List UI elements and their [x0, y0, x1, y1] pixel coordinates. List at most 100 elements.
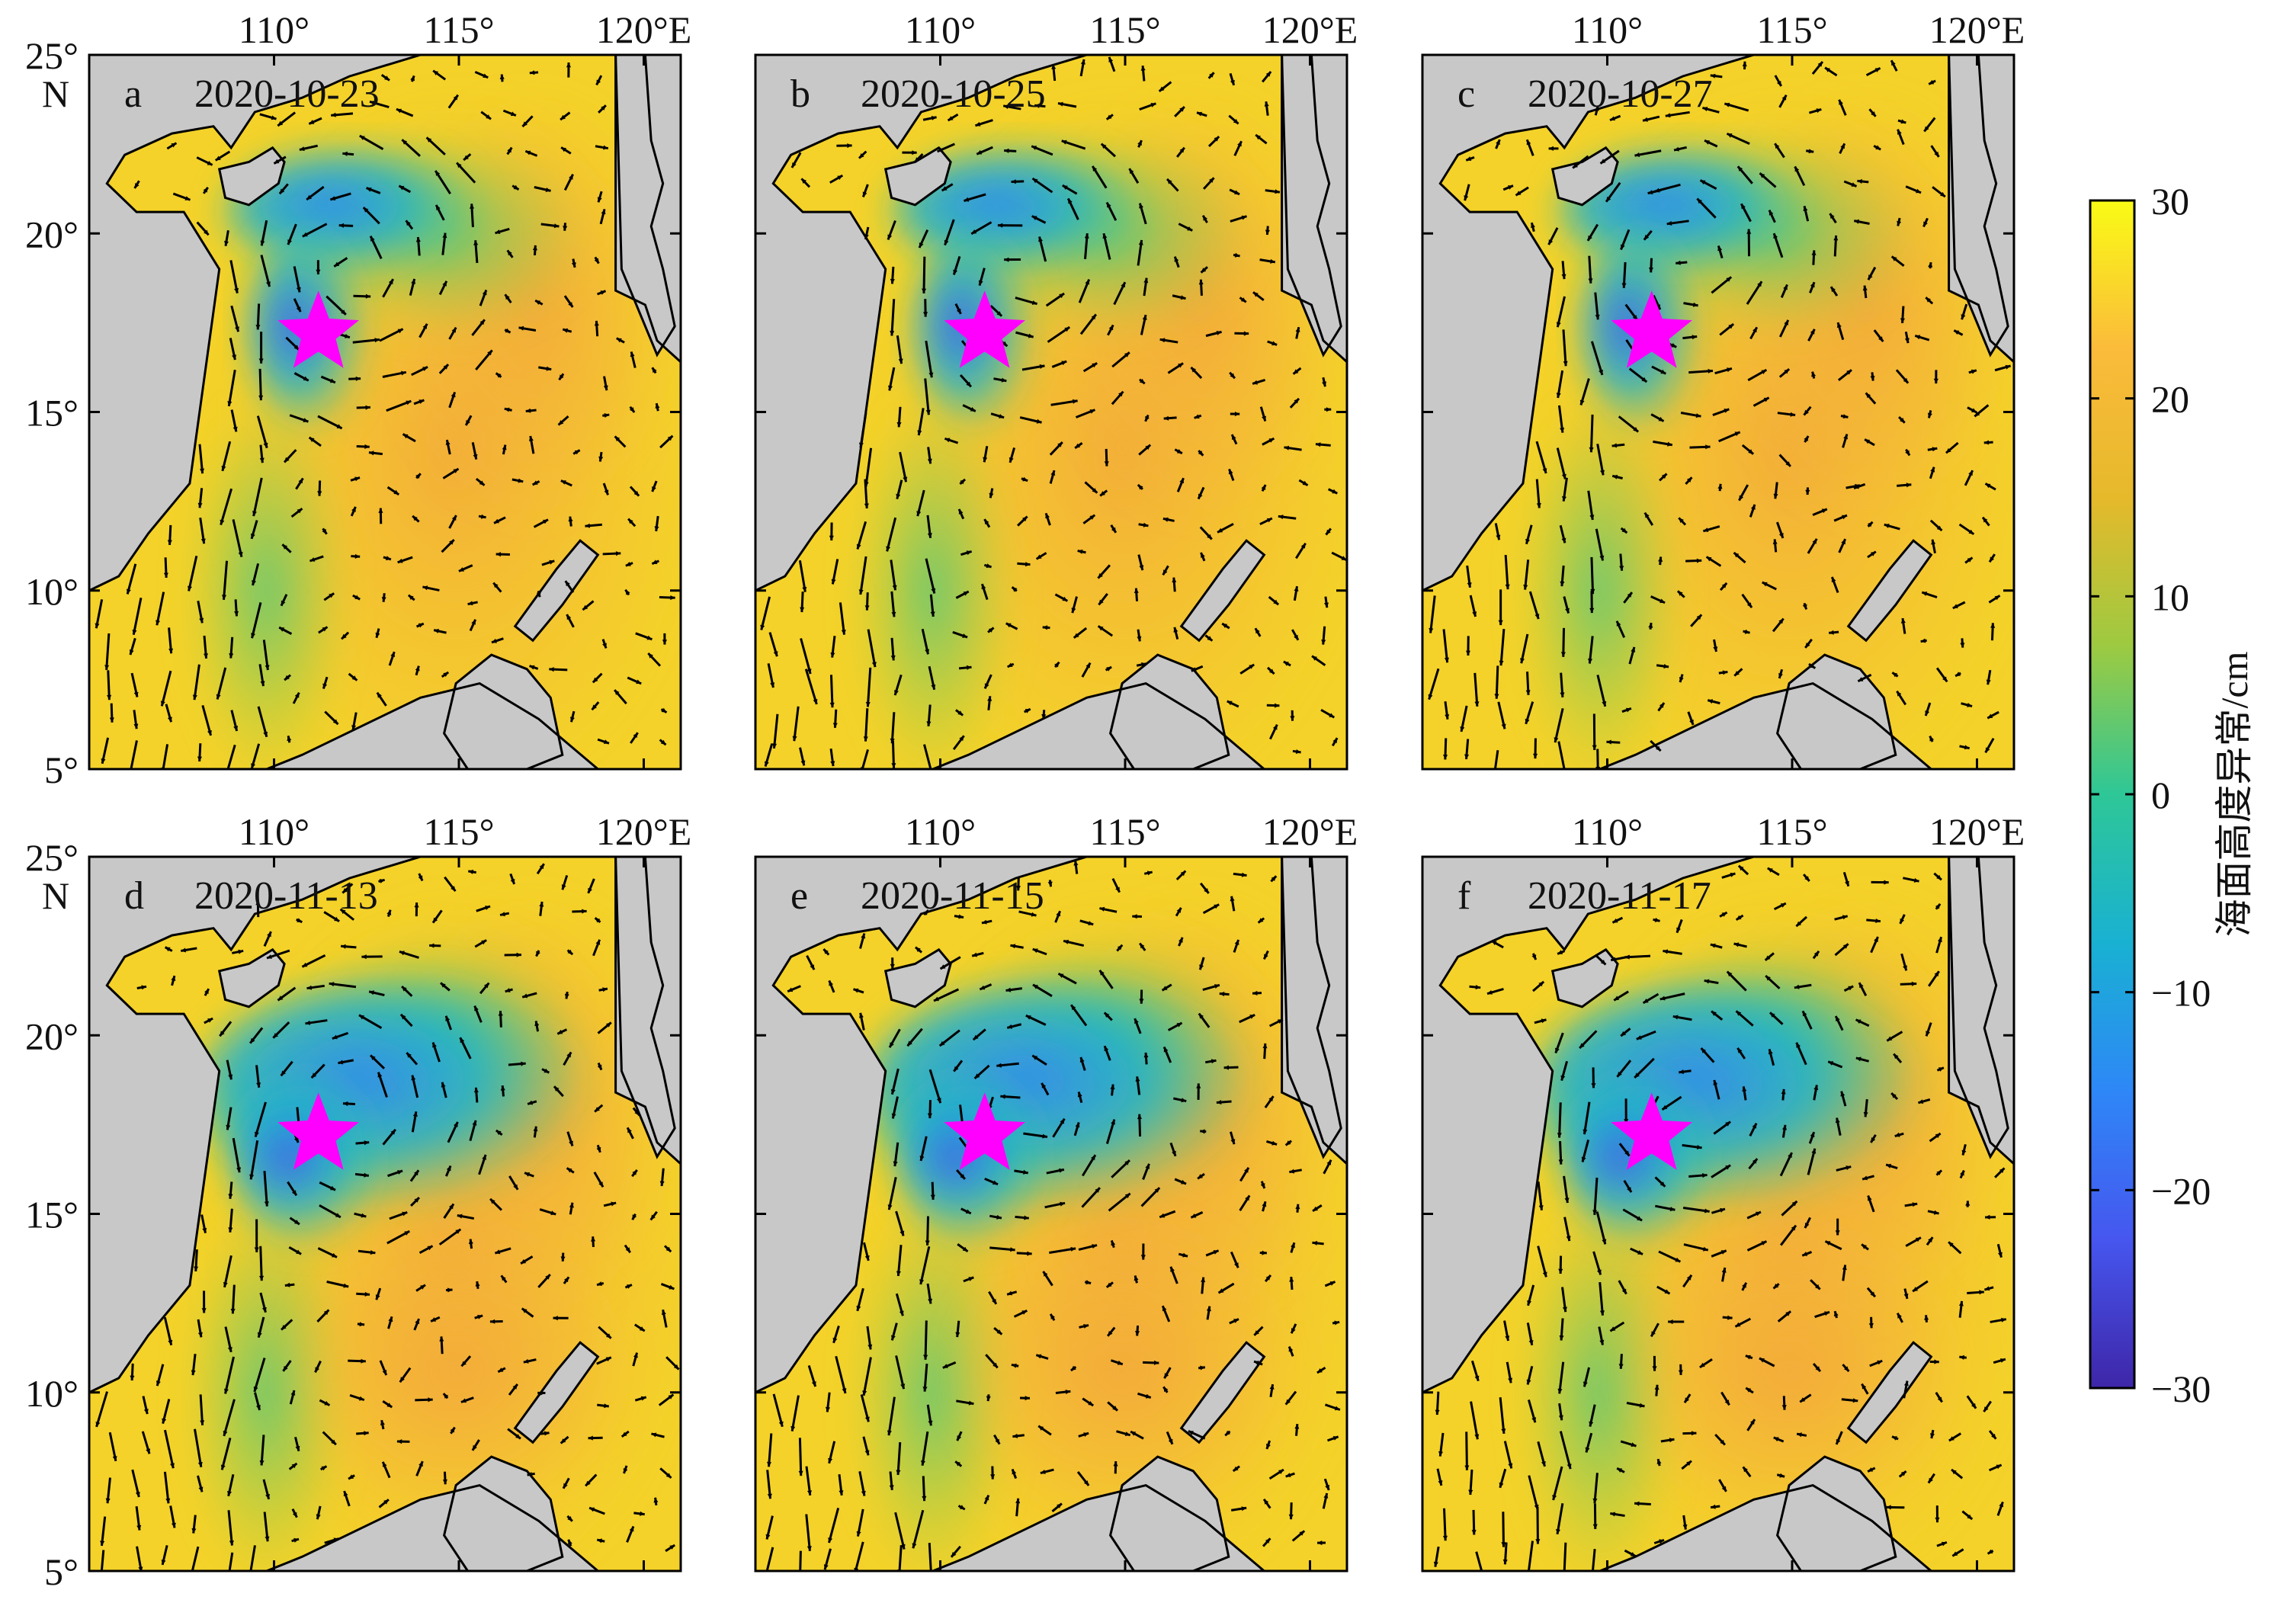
panel-letter: f: [1457, 874, 1471, 918]
palawan-island: [1846, 1341, 1933, 1444]
hainan-island: [217, 146, 286, 207]
colorbar-tick-label: 30: [2151, 180, 2189, 223]
map-panel-c: 110° 115° 120°E c 2020-10-27: [1421, 8, 2025, 771]
current-vectors: [760, 56, 1347, 769]
lat-tick-label: 10°: [25, 570, 79, 613]
luzon-island: [614, 55, 676, 357]
anomaly-field: [850, 892, 1347, 1571]
lat-tick-label: 25°: [25, 836, 79, 879]
panel-letter: c: [1457, 72, 1475, 116]
colorbar-tick-label: −20: [2151, 1169, 2211, 1212]
colorbar-tick-label: −30: [2151, 1367, 2211, 1410]
coastline: [755, 55, 1347, 769]
station-star-marker: [277, 290, 359, 368]
palawan-island: [513, 1341, 600, 1444]
lon-tick-label: 115°: [1756, 810, 1827, 853]
lat-tick-label: 20°: [25, 1015, 79, 1057]
anomaly-field: [1517, 90, 2014, 769]
coastline: [89, 55, 681, 769]
current-vectors: [95, 62, 675, 769]
lat-tick-label: 15°: [25, 392, 79, 434]
panel-letter: d: [124, 874, 144, 918]
panel-date: 2020-11-13: [194, 874, 378, 918]
colorbar-tick-label: 20: [2151, 378, 2189, 421]
lon-tick-label: 110°: [239, 8, 309, 51]
lon-tick-label: 115°: [1756, 8, 1827, 51]
lon-tick-label: 115°: [423, 810, 494, 853]
panel-letter: a: [124, 72, 142, 116]
coastline: [89, 857, 681, 1571]
colorbar-label: 海面高度异常/cm: [2213, 651, 2256, 937]
lon-tick-label: 115°: [1089, 8, 1160, 51]
current-vectors: [1428, 59, 2011, 769]
lat-tick-label: 20°: [25, 213, 79, 255]
lon-tick-label: 110°: [1572, 8, 1643, 51]
luzon-island: [1281, 55, 1342, 357]
lat-tick-label: 5°: [44, 749, 79, 791]
coastline: [1422, 857, 2014, 1571]
colorbar-tick-label: 10: [2151, 575, 2189, 618]
borneo-coast: [1775, 653, 1897, 769]
lat-hemisphere-label: N: [42, 72, 69, 115]
panel-date: 2020-11-15: [861, 874, 1044, 918]
station-star-marker: [944, 1092, 1025, 1170]
panel-date: 2020-10-25: [861, 72, 1046, 116]
station-star-marker: [1611, 1092, 1692, 1170]
lon-tick-label: 115°: [1089, 810, 1160, 853]
lon-tick-label: 120°E: [596, 810, 692, 853]
lon-tick-label: 110°: [239, 810, 309, 853]
panel-letter: e: [790, 874, 808, 918]
borneo-coast: [442, 1455, 564, 1571]
luzon-island: [1948, 857, 2009, 1159]
lon-tick-label: 110°: [1572, 810, 1643, 853]
borneo-coast: [1108, 1455, 1230, 1571]
current-vectors: [1433, 864, 2007, 1571]
luzon-island: [614, 857, 676, 1159]
map-panel-b: 110° 115° 120°E b 2020-10-25: [754, 8, 1358, 771]
palawan-island: [1846, 539, 1933, 643]
anomaly-field: [850, 90, 1347, 769]
lon-tick-label: 120°E: [1929, 810, 2025, 853]
map-panel-d: 110° 115° 120°E 25° 20° 15° 10° 5° N d 2020-11-13: [25, 810, 692, 1593]
colorbar-tick-label: 0: [2151, 774, 2170, 816]
lon-tick-label: 120°E: [1929, 8, 2025, 51]
colorbar: 30 20 10 0 −10 −20 −30 海面高度异常/cm: [2089, 180, 2256, 1410]
hainan-island: [883, 146, 952, 207]
panel-letter: b: [790, 72, 810, 116]
map-panel-e: 110° 115° 120°E e 2020-11-15: [754, 810, 1358, 1573]
borneo-coast: [1775, 1455, 1897, 1571]
palawan-island: [1179, 539, 1266, 643]
lon-tick-label: 120°E: [1262, 8, 1358, 51]
luzon-island: [1281, 857, 1342, 1159]
station-star-marker: [277, 1092, 359, 1170]
coastline: [1422, 55, 2014, 769]
panel-date: 2020-11-17: [1528, 874, 1711, 918]
lat-tick-label: 10°: [25, 1372, 79, 1415]
lat-tick-label: 15°: [25, 1194, 79, 1236]
map-panel-a: 110° 115° 120°E 25° 20° 15° 10° 5° N a 2020-10-23: [25, 8, 692, 791]
hainan-island: [217, 947, 286, 1008]
lat-tick-label: 25°: [25, 34, 79, 77]
map-panel-f: 110° 115° 120°E f 2020-11-17: [1421, 810, 2025, 1573]
colorbar-tick-label: −10: [2151, 972, 2211, 1015]
hainan-island: [883, 947, 952, 1008]
station-star-marker: [944, 290, 1025, 368]
coastline: [755, 857, 1347, 1571]
lon-tick-label: 110°: [905, 810, 976, 853]
anomaly-field: [184, 892, 681, 1571]
palawan-island: [1179, 1341, 1266, 1444]
station-star-marker: [1611, 290, 1692, 368]
panel-date: 2020-10-27: [1528, 72, 1713, 116]
lon-tick-label: 120°E: [1262, 810, 1358, 853]
palawan-island: [513, 539, 600, 643]
lon-tick-label: 120°E: [596, 8, 692, 51]
panel-date: 2020-10-23: [194, 72, 380, 116]
borneo-coast: [1108, 653, 1230, 769]
luzon-island: [1948, 55, 2009, 357]
anomaly-field: [184, 90, 681, 769]
lon-tick-label: 115°: [423, 8, 494, 51]
hainan-island: [1550, 947, 1619, 1008]
lon-tick-label: 110°: [905, 8, 976, 51]
lat-tick-label: 5°: [44, 1550, 79, 1593]
